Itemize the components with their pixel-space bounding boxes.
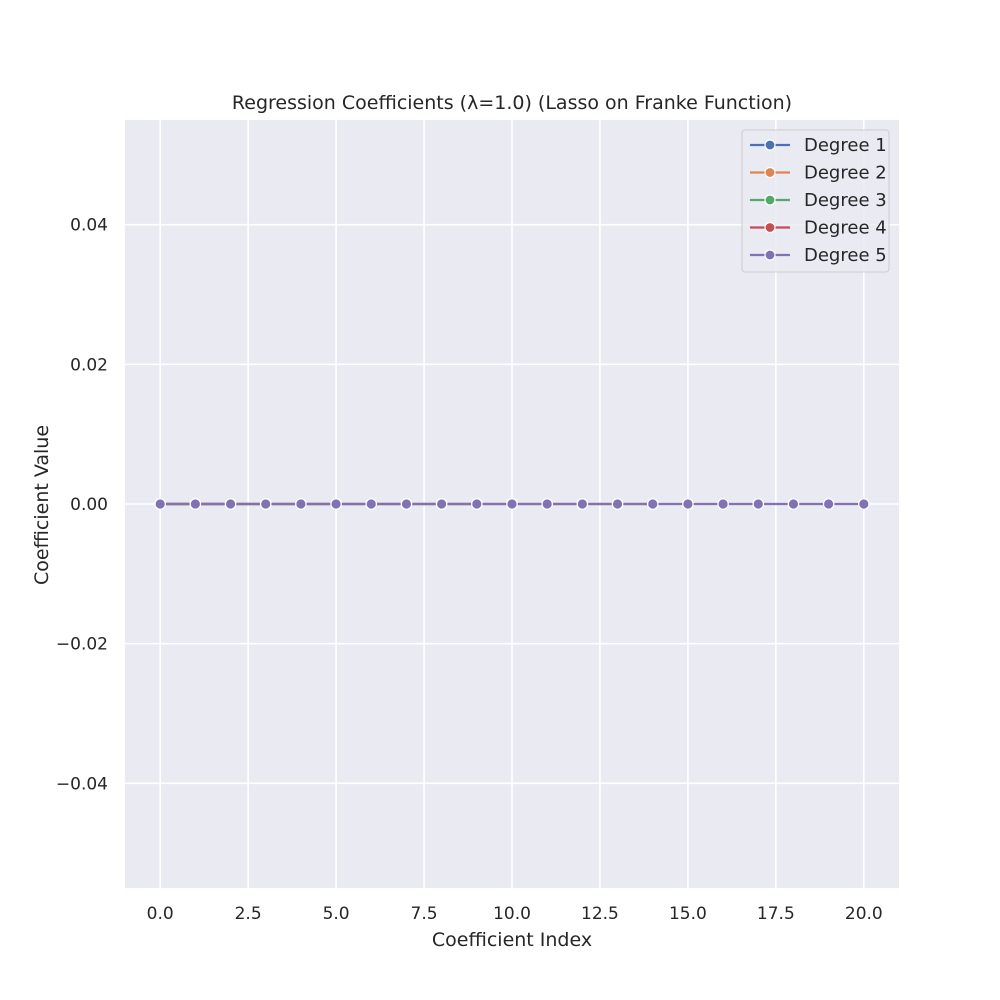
x-tick-labels: 0.0 2.5 5.0 7.5 10.0 12.5 15.0 17.5 20.0 xyxy=(147,904,883,924)
legend-label: Degree 3 xyxy=(804,190,887,211)
legend-item: Degree 2 xyxy=(750,163,887,184)
legend-item: Degree 5 xyxy=(750,245,887,266)
x-tick-label: 5.0 xyxy=(323,904,350,924)
legend-marker xyxy=(764,249,776,261)
x-tick-label: 20.0 xyxy=(845,904,883,924)
y-tick-label: 0.00 xyxy=(70,495,108,515)
data-point xyxy=(717,498,729,510)
legend-label: Degree 1 xyxy=(804,135,887,156)
series-layer xyxy=(154,498,870,510)
data-point xyxy=(189,498,202,510)
x-tick-label: 0.0 xyxy=(147,904,174,924)
x-axis-label: Coefficient Index xyxy=(432,929,592,951)
x-tick-label: 2.5 xyxy=(235,904,262,924)
legend: Degree 1 Degree 2 Degree 3 Degree 4 Degree 5 xyxy=(741,129,890,273)
data-point xyxy=(295,498,307,510)
data-point xyxy=(541,498,553,510)
data-point xyxy=(787,498,800,510)
data-point xyxy=(576,498,589,510)
data-point xyxy=(752,498,765,510)
legend-label: Degree 4 xyxy=(804,218,887,239)
data-point xyxy=(224,498,237,510)
x-tick-label: 7.5 xyxy=(411,904,438,924)
data-point xyxy=(611,498,624,510)
data-point xyxy=(822,498,835,510)
data-point xyxy=(471,498,483,510)
data-point xyxy=(646,498,659,510)
legend-item: Degree 4 xyxy=(750,218,887,239)
data-point xyxy=(435,498,448,510)
y-tick-label: −0.02 xyxy=(56,635,108,655)
series-5 xyxy=(154,498,870,510)
data-point xyxy=(154,498,166,510)
legend-marker xyxy=(764,166,776,179)
x-tick-label: 10.0 xyxy=(493,904,531,924)
data-point xyxy=(400,498,413,510)
x-tick-label: 15.0 xyxy=(669,904,707,924)
x-tick-label: 17.5 xyxy=(757,904,795,924)
y-tick-labels: −0.04 −0.02 0.00 0.02 0.04 xyxy=(56,216,108,795)
y-tick-label: 0.02 xyxy=(70,355,108,375)
legend-marker xyxy=(764,139,776,151)
legend-marker xyxy=(764,194,776,206)
legend-item: Degree 3 xyxy=(750,190,887,211)
y-tick-label: −0.04 xyxy=(56,774,108,794)
legend-label: Degree 5 xyxy=(804,245,887,266)
y-axis-label: Coefficient Value xyxy=(31,425,53,585)
data-point xyxy=(682,498,694,510)
legend-item: Degree 1 xyxy=(750,135,887,156)
x-tick-label: 12.5 xyxy=(581,904,619,924)
chart-title: Regression Coefficients (λ=1.0) (Lasso o… xyxy=(232,92,792,114)
data-point xyxy=(330,498,342,510)
legend-box xyxy=(741,129,890,273)
data-point xyxy=(858,498,870,510)
data-point xyxy=(365,498,378,510)
data-point xyxy=(506,498,518,510)
legend-label: Degree 2 xyxy=(804,163,887,184)
y-tick-label: 0.04 xyxy=(70,216,108,236)
data-point xyxy=(259,498,272,510)
legend-marker xyxy=(764,221,776,234)
